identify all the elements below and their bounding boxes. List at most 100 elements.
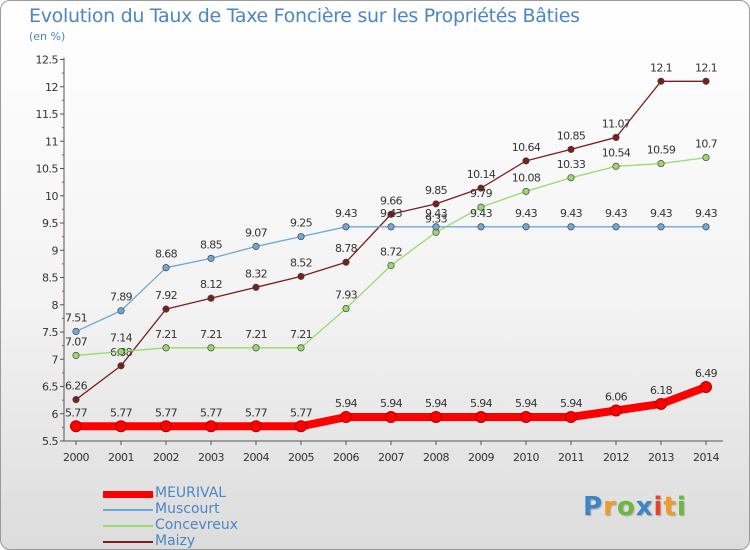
data-point-maizy xyxy=(522,157,530,165)
data-label-meurival: 5.94 xyxy=(380,397,403,410)
chart-legend: MEURIVAL Muscourt Concevreux Maizy xyxy=(103,485,363,549)
data-label-meurival: 5.94 xyxy=(560,397,583,410)
data-point-maizy xyxy=(207,294,215,302)
series-line-muscourt xyxy=(75,226,707,333)
data-point-meurival xyxy=(565,411,577,424)
data-label-maizy: 11.07 xyxy=(602,117,631,130)
data-point-meurival xyxy=(430,411,442,424)
data-point-muscourt xyxy=(297,233,305,241)
data-point-muscourt xyxy=(117,307,125,315)
data-point-maizy xyxy=(612,133,620,141)
data-point-muscourt xyxy=(522,223,530,231)
proxiti-logo: Proxiti xyxy=(583,492,687,522)
data-label-concevreux: 7.21 xyxy=(200,328,222,341)
data-label-muscourt: 9.43 xyxy=(515,207,538,220)
data-point-meurival xyxy=(475,411,487,424)
legend-swatch-concevreux xyxy=(103,525,153,527)
data-label-maizy: 10.14 xyxy=(467,168,496,181)
x-tick-label: 2002 xyxy=(153,451,179,464)
data-point-muscourt xyxy=(612,223,620,231)
data-point-maizy xyxy=(387,210,395,218)
data-label-muscourt: 9.43 xyxy=(335,207,358,220)
data-point-concevreux xyxy=(342,305,350,313)
data-label-meurival: 5.77 xyxy=(155,406,178,419)
data-label-maizy: 8.12 xyxy=(200,278,222,291)
data-point-maizy xyxy=(657,77,665,85)
legend-item-meurival: MEURIVAL xyxy=(103,485,363,502)
data-point-muscourt xyxy=(657,223,665,231)
data-label-meurival: 5.77 xyxy=(290,406,313,419)
data-label-concevreux: 9.79 xyxy=(470,187,493,200)
x-tick-label: 2005 xyxy=(288,451,314,464)
data-point-meurival xyxy=(295,420,307,433)
data-point-concevreux xyxy=(612,162,620,170)
data-label-concevreux: 10.08 xyxy=(512,171,541,184)
data-point-concevreux xyxy=(477,203,485,211)
data-point-maizy xyxy=(252,283,260,291)
data-label-muscourt: 9.25 xyxy=(290,217,313,230)
data-label-concevreux: 7.14 xyxy=(110,332,133,345)
data-point-meurival xyxy=(250,420,262,433)
data-label-muscourt: 9.43 xyxy=(695,207,718,220)
data-point-concevreux xyxy=(702,154,710,162)
data-label-concevreux: 7.93 xyxy=(335,289,358,302)
chart-title: Evolution du Taux de Taxe Foncière sur l… xyxy=(29,5,580,27)
y-tick-label: 12 xyxy=(45,81,58,94)
x-tick-label: 2004 xyxy=(243,451,269,464)
data-point-meurival xyxy=(70,420,82,433)
x-tick-label: 2013 xyxy=(648,451,674,464)
data-label-maizy: 7.92 xyxy=(155,289,177,302)
data-label-maizy: 8.32 xyxy=(245,267,267,280)
y-tick-label: 7.5 xyxy=(42,326,58,339)
data-label-concevreux: 7.21 xyxy=(155,328,177,341)
data-label-meurival: 6.06 xyxy=(605,390,628,403)
y-tick-label: 6 xyxy=(52,408,59,421)
data-label-maizy: 9.85 xyxy=(425,184,448,197)
data-point-maizy xyxy=(567,145,575,153)
data-label-maizy: 8.52 xyxy=(290,256,312,269)
x-tick-label: 2009 xyxy=(468,451,494,464)
data-point-concevreux xyxy=(657,160,665,168)
data-label-concevreux: 10.33 xyxy=(557,158,586,171)
legend-label-concevreux: Concevreux xyxy=(155,517,239,533)
data-label-muscourt: 9.43 xyxy=(425,207,448,220)
data-point-concevreux xyxy=(567,174,575,182)
data-label-meurival: 5.77 xyxy=(65,406,88,419)
x-tick-label: 2007 xyxy=(378,451,404,464)
data-point-maizy xyxy=(477,184,485,192)
data-label-concevreux: 8.72 xyxy=(380,246,402,259)
x-tick-label: 2000 xyxy=(63,451,89,464)
y-tick-label: 9.5 xyxy=(42,217,58,230)
data-label-concevreux: 10.7 xyxy=(695,138,718,151)
data-point-muscourt xyxy=(342,223,350,231)
data-label-meurival: 5.94 xyxy=(335,397,358,410)
data-point-maizy xyxy=(162,305,170,313)
data-point-meurival xyxy=(610,404,622,417)
data-label-maizy: 10.64 xyxy=(512,141,541,154)
y-tick-label: 10 xyxy=(45,190,58,203)
x-tick-label: 2008 xyxy=(423,451,449,464)
legend-item-concevreux: Concevreux xyxy=(103,517,363,534)
data-point-concevreux xyxy=(522,187,530,195)
data-point-muscourt xyxy=(207,254,215,262)
data-point-meurival xyxy=(340,411,352,424)
data-label-concevreux: 7.21 xyxy=(290,328,312,341)
data-label-meurival: 5.77 xyxy=(245,406,268,419)
data-label-meurival: 5.94 xyxy=(470,397,493,410)
data-label-concevreux: 7.21 xyxy=(245,328,267,341)
y-tick-label: 8.5 xyxy=(42,272,58,285)
data-point-meurival xyxy=(115,420,127,433)
data-point-meurival xyxy=(160,420,172,433)
data-label-concevreux: 10.54 xyxy=(602,146,631,159)
data-point-muscourt xyxy=(702,223,710,231)
data-label-muscourt: 8.68 xyxy=(155,248,178,261)
data-point-concevreux xyxy=(117,348,125,356)
legend-swatch-meurival xyxy=(103,491,153,498)
data-label-meurival: 6.18 xyxy=(650,384,673,397)
data-label-muscourt: 9.43 xyxy=(470,207,493,220)
data-point-muscourt xyxy=(477,223,485,231)
data-point-concevreux xyxy=(297,344,305,352)
legend-label-maizy: Maizy xyxy=(155,533,196,549)
data-point-muscourt xyxy=(387,223,395,231)
